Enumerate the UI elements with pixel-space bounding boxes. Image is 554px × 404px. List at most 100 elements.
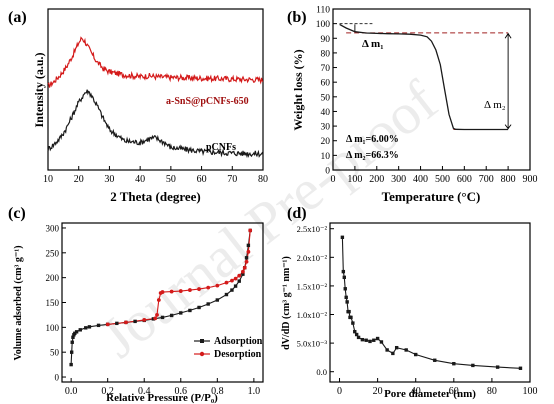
- x-axis-label-d: Pore diameter (nm): [384, 388, 476, 400]
- panel-label-b: (b): [287, 9, 307, 26]
- point-pore: [353, 329, 357, 334]
- x-tick-label: 500: [435, 174, 450, 185]
- point-adsorption: [96, 323, 101, 328]
- x-tick-label: 300: [391, 174, 406, 185]
- legend-label-adsorption: Adsorption: [214, 336, 263, 347]
- x-tick-label: 80: [258, 174, 268, 185]
- point-pore: [372, 338, 376, 342]
- y-axis-label-c: Volume adsorbed (cm³ g⁻¹): [13, 245, 24, 360]
- x-tick-label: 0.4: [138, 386, 151, 397]
- arrowhead-dm2-top: [504, 32, 512, 39]
- x-ticks-d: 0 20 40 60 80 100: [337, 378, 538, 397]
- point-pore: [433, 358, 437, 362]
- point-pore: [356, 335, 361, 340]
- x-tick-label: 10: [43, 174, 53, 185]
- x-ticks-a: 10 20 30 40 50 60 70 80: [43, 166, 268, 185]
- point-desorption: [233, 276, 238, 281]
- x-tick-label: 0: [331, 174, 336, 185]
- point-desorption: [142, 317, 147, 322]
- point-adsorption: [179, 311, 183, 315]
- y-tick-label: 10: [321, 152, 331, 162]
- x-axis-label-c: Relative Pressure (P/P₀): [106, 392, 218, 404]
- point-adsorption: [237, 279, 241, 283]
- y-tick-label: 50: [50, 348, 60, 358]
- x-tick-label: 40: [411, 386, 421, 397]
- y-tick-label: 110: [316, 6, 330, 16]
- x-tick-label: 70: [227, 174, 237, 185]
- markers-adsorption: [69, 228, 252, 367]
- markers-pore: [340, 235, 523, 370]
- x-tick-label: 200: [369, 174, 384, 185]
- point-desorption: [158, 291, 163, 295]
- point-desorption: [248, 228, 253, 233]
- plot-frame-d: [329, 222, 531, 383]
- point-pore: [360, 337, 365, 342]
- point-pore: [341, 269, 346, 274]
- y-tick-label: 80: [321, 49, 331, 59]
- point-desorption: [156, 298, 161, 302]
- x-tick-label: 700: [479, 174, 494, 185]
- x-ticks-b: 0 100 200 300 400 500 600 700 800 900: [331, 166, 538, 185]
- x-tick-label: 60: [449, 386, 459, 397]
- point-pore: [368, 339, 372, 344]
- point-pore: [344, 295, 348, 300]
- series-line-pore: [341, 237, 521, 369]
- x-tick-label: 0.8: [211, 386, 224, 397]
- point-adsorption: [230, 288, 234, 292]
- x-tick-label: 60: [197, 174, 207, 185]
- legend-label-desorption: Desorption: [214, 349, 262, 360]
- point-adsorption: [133, 319, 137, 324]
- point-adsorption: [70, 340, 74, 344]
- x-tick-label: 0.2: [101, 386, 114, 397]
- y-axis-label-a: Intensity (a.u.): [32, 52, 46, 127]
- y-tick-label: 0: [325, 167, 330, 177]
- x-tick-label: 900: [523, 174, 538, 185]
- point-desorption: [241, 269, 245, 274]
- annotation-dm2-value: Δ m₂=66.3%: [346, 150, 399, 161]
- panel-label-d: (d): [287, 205, 307, 222]
- point-desorption: [169, 289, 174, 294]
- x-tick-label: 50: [166, 174, 176, 185]
- x-tick-label: 100: [523, 386, 538, 397]
- x-tick-label: 1.0: [248, 386, 261, 397]
- annotation-dm1-value: Δ m₁=6.00%: [346, 134, 399, 145]
- x-tick-label: 400: [413, 174, 428, 185]
- point-desorption: [224, 280, 229, 285]
- y-tick-label: 250: [46, 248, 60, 258]
- point-pore: [518, 366, 523, 370]
- annotation-dm2-arrow: Δ m₂: [484, 99, 506, 111]
- panel-c: (c) 0.0 0.2 0.4 0.6 0.8 1.0 0 50 100 150 200 250 30…: [8, 205, 264, 404]
- series-line-tga: [339, 23, 509, 131]
- y-tick-label: 20: [321, 137, 331, 147]
- point-adsorption: [160, 315, 165, 320]
- panel-label-c: (c): [8, 205, 26, 222]
- panel-b: (b) 0 100 200 300 400 500 600 700 800 900 0 10 20 30…: [287, 6, 538, 205]
- x-axis-label-b: Temperature (°C): [382, 189, 481, 204]
- y-tick-label: 30: [321, 123, 331, 133]
- y-tick-label: 0.0: [316, 367, 327, 377]
- series-line-a-snS: [47, 36, 264, 88]
- x-ticks-c: 0.0 0.2 0.4 0.6 0.8 1.0: [65, 378, 260, 397]
- point-adsorption: [73, 331, 77, 336]
- annotation-dm1-arrow: Δ m₁: [362, 38, 384, 50]
- x-tick-label: 100: [347, 174, 362, 185]
- point-desorption: [153, 316, 158, 321]
- y-tick-label: 40: [321, 108, 331, 118]
- point-adsorption: [71, 335, 75, 339]
- point-adsorption: [69, 362, 73, 367]
- point-desorption: [105, 322, 110, 327]
- point-adsorption: [115, 321, 119, 326]
- point-pore: [391, 351, 395, 356]
- point-desorption: [246, 249, 251, 254]
- point-desorption: [244, 259, 249, 264]
- series-line-pcnfs: [47, 89, 264, 159]
- point-adsorption: [224, 292, 229, 297]
- x-tick-label: 30: [104, 174, 114, 185]
- markers-desorption: [105, 228, 253, 327]
- point-pore: [394, 345, 399, 350]
- point-pore: [349, 315, 353, 320]
- point-pore: [354, 332, 359, 337]
- plot-frame-a: [47, 8, 264, 171]
- x-tick-label: 0: [337, 386, 342, 397]
- point-desorption: [242, 265, 247, 270]
